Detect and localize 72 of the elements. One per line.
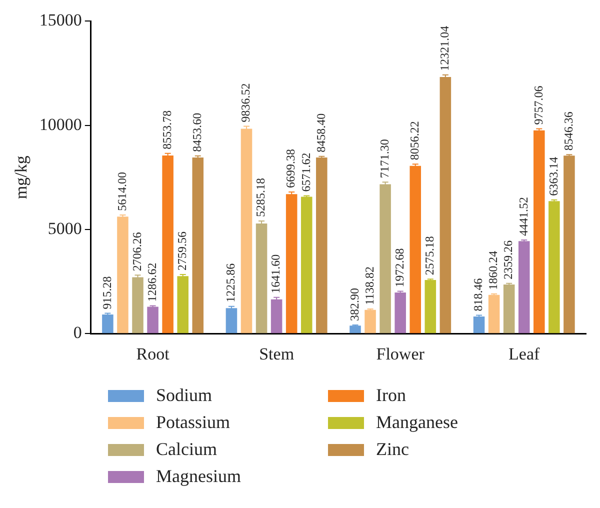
x-tick-label: Stem: [259, 344, 294, 364]
data-label: 1972.68: [392, 248, 406, 288]
legend-label: Zinc: [376, 439, 409, 460]
data-label: 382.90: [347, 288, 362, 321]
data-label: 2759.56: [175, 231, 190, 270]
x-tick-label: Flower: [376, 344, 425, 364]
data-label: 6699.38: [284, 148, 298, 188]
bar: [226, 308, 238, 334]
bar: [440, 76, 452, 334]
data-label: 8553.78: [160, 110, 174, 150]
bar: [518, 241, 530, 334]
x-tick-label: Leaf: [508, 344, 540, 364]
bar: [256, 224, 268, 334]
data-label: 1860.24: [486, 250, 500, 290]
bar: [286, 194, 298, 334]
data-label: 6363.14: [546, 156, 560, 196]
bar: [177, 276, 188, 334]
data-label: 6571.62: [298, 152, 313, 192]
data-label: 818.46: [471, 278, 486, 312]
bar: [564, 156, 575, 334]
data-label: 1641.60: [268, 254, 283, 294]
data-label: 1225.86: [224, 263, 238, 302]
data-label: 7171.30: [377, 139, 392, 178]
legend-label: Potassium: [156, 412, 230, 433]
bar: [394, 292, 406, 334]
bar: [473, 316, 485, 334]
data-label: 12321.04: [438, 26, 452, 71]
y-tick-label: 5000: [48, 218, 82, 238]
y-axis-title: mg/kg: [12, 155, 31, 200]
data-label: 1138.82: [362, 266, 376, 306]
bar: [192, 158, 204, 334]
y-tick-label: 0: [73, 323, 82, 342]
bar: [488, 294, 500, 334]
bar: [410, 166, 422, 334]
bar: [424, 280, 436, 334]
data-label: 9836.52: [238, 83, 253, 122]
bar: [364, 310, 376, 334]
legend-label: Sodium: [156, 385, 212, 406]
data-label: 915.28: [100, 276, 114, 310]
y-tick-label: 15000: [39, 10, 82, 30]
bar: [240, 128, 252, 334]
legend-label: Manganese: [376, 412, 458, 433]
bar: [147, 306, 158, 334]
data-label: 8056.22: [408, 121, 422, 160]
data-label: 8458.40: [314, 113, 328, 152]
bar: [316, 157, 328, 334]
bar: [270, 299, 282, 334]
legend-label: Iron: [376, 385, 406, 406]
bar: [162, 155, 174, 334]
bar: [117, 216, 128, 334]
data-label: 8546.36: [561, 112, 576, 151]
data-label: 8453.60: [190, 112, 204, 152]
bar: [503, 284, 515, 334]
data-label: 2575.18: [422, 236, 437, 276]
data-label: 2706.26: [130, 232, 144, 272]
bar: [300, 196, 312, 334]
bar: [102, 314, 114, 334]
x-tick-label: Root: [136, 344, 170, 364]
bar: [350, 326, 361, 334]
data-label: 4441.52: [516, 197, 530, 236]
data-label: 5285.18: [254, 178, 268, 218]
bar: [380, 184, 391, 334]
legend-label: Magnesium: [156, 466, 241, 487]
legend-label: Calcium: [156, 439, 217, 460]
y-tick-label: 10000: [39, 114, 82, 134]
data-label: 5614.00: [114, 172, 129, 212]
bar: [534, 130, 545, 334]
data-label: 1286.62: [144, 262, 159, 302]
data-label: 2359.26: [501, 240, 516, 280]
data-label: 9757.06: [531, 86, 546, 125]
bar: [132, 277, 144, 334]
bar: [548, 201, 560, 334]
